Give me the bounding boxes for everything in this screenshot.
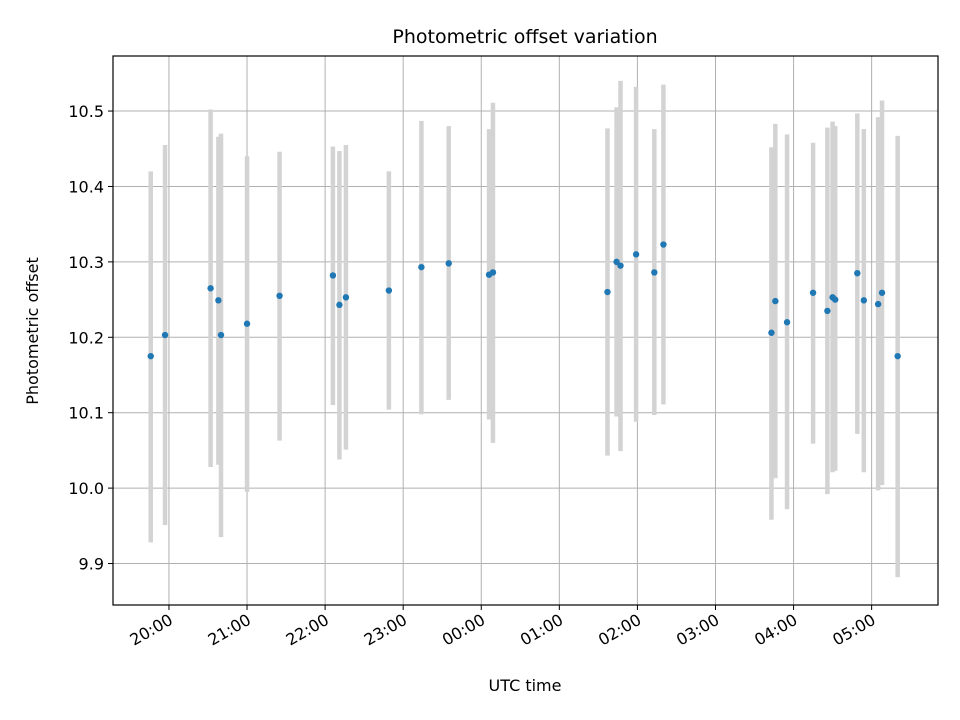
x-axis-label: UTC time <box>489 676 562 695</box>
y-tick-label: 10.4 <box>68 177 104 196</box>
data-point <box>878 289 886 296</box>
data-point <box>894 352 901 360</box>
y-axis-label: Photometric offset <box>23 257 42 405</box>
data-point <box>215 297 222 304</box>
data-point <box>418 263 425 271</box>
x-tick-label: 04:00 <box>751 610 800 650</box>
data-point <box>874 300 882 308</box>
grid <box>113 56 938 605</box>
y-tick-label: 10.3 <box>68 253 104 272</box>
y-axis-ticks: 9.9 10.0 10.1 10.2 10.3 10.4 10.5 <box>68 102 113 574</box>
x-tick-label: 23:00 <box>361 610 410 650</box>
data-point <box>772 297 779 305</box>
x-tick-label: 22:00 <box>283 610 332 650</box>
x-tick-label: 05:00 <box>829 610 878 650</box>
data-point <box>207 285 214 292</box>
data-point <box>445 260 452 267</box>
data-point <box>489 269 497 276</box>
y-tick-label: 10.1 <box>68 404 104 423</box>
x-tick-label: 01:00 <box>517 610 566 650</box>
data-point <box>768 329 775 336</box>
x-tick-label: 21:00 <box>205 610 254 650</box>
data-point <box>632 251 640 258</box>
chart-title: Photometric offset variation <box>392 26 657 48</box>
data-point <box>147 352 154 360</box>
data-point <box>385 287 393 294</box>
data-point <box>336 301 343 309</box>
x-tick-label: 20:00 <box>127 610 176 650</box>
y-tick-label: 10.2 <box>68 328 104 347</box>
data-point <box>276 292 283 300</box>
data-point <box>617 262 624 269</box>
data-point <box>824 307 831 315</box>
x-tick-label: 00:00 <box>439 610 488 650</box>
y-tick-label: 10.5 <box>68 102 104 121</box>
x-tick-label: 03:00 <box>673 610 722 650</box>
data-point <box>783 319 791 326</box>
data-point <box>860 297 868 304</box>
data-point <box>217 331 225 339</box>
data-point <box>342 294 350 301</box>
data-point <box>660 241 667 248</box>
data-point <box>604 288 611 296</box>
data-points <box>147 241 901 360</box>
data-point <box>161 331 169 339</box>
data-point <box>651 269 658 276</box>
data-point <box>832 296 839 303</box>
y-tick-label: 9.9 <box>79 555 104 574</box>
x-tick-label: 02:00 <box>595 610 644 650</box>
data-point <box>809 289 817 296</box>
y-tick-label: 10.0 <box>68 479 104 498</box>
data-point <box>329 272 337 279</box>
plot-area-frame <box>112 55 939 606</box>
x-axis-ticks: 20:00 21:00 22:00 23:00 00:00 01:00 02:00 03:00… <box>127 605 879 650</box>
error-bars <box>148 80 900 578</box>
data-point <box>243 320 251 327</box>
data-point <box>854 269 861 277</box>
